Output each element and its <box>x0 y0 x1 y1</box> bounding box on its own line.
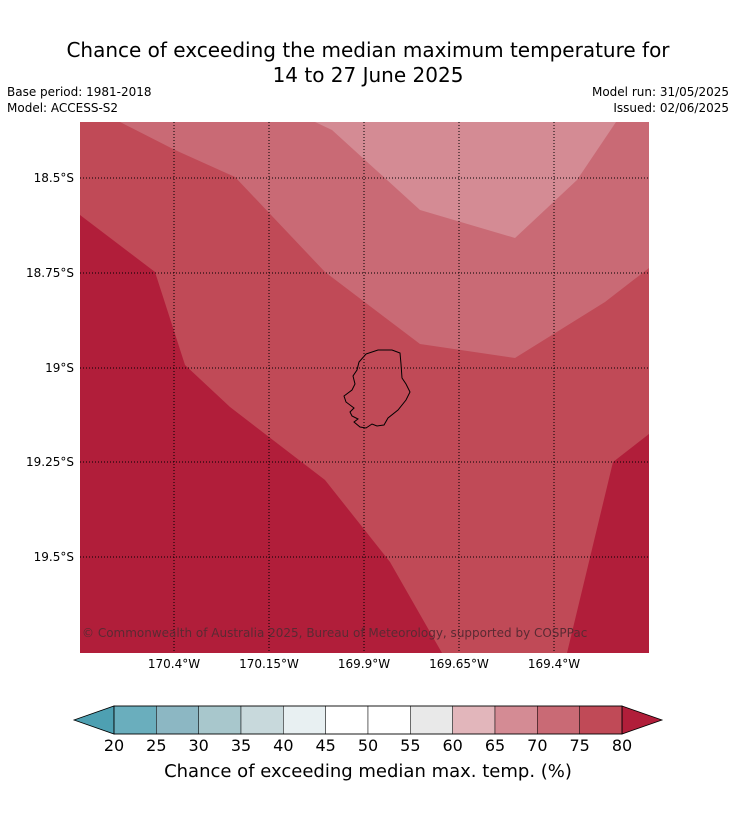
colorbar-tick-label: 45 <box>315 736 336 755</box>
colorbar-segment <box>325 705 369 735</box>
issued-date: Issued: 02/06/2025 <box>613 101 729 115</box>
model-run: Model run: 31/05/2025 <box>591 85 729 99</box>
colorbar-segment <box>494 705 538 735</box>
colorbar-segment <box>283 705 326 735</box>
colorbar-tick-label: 20 <box>103 736 125 755</box>
lon-label: 169.65°W <box>429 657 489 671</box>
model-name: Model: ACCESS-S2 <box>7 101 119 115</box>
colorbar-tick-label: 35 <box>230 736 252 755</box>
lat-label: 18.75°S <box>26 266 74 280</box>
colorbar-segment <box>367 705 411 735</box>
colorbar-tick-label: 75 <box>569 736 590 755</box>
colorbar-tick-label: 70 <box>527 736 548 755</box>
island-coastline <box>343 349 411 429</box>
colorbar-segment <box>113 705 157 735</box>
band-65-70 <box>315 122 616 238</box>
colorbar-over-triangle <box>621 705 664 735</box>
colorbar-tick-label: 30 <box>188 736 209 755</box>
colorbar-tick-label: 25 <box>146 736 167 755</box>
colorbar-under-triangle <box>72 705 115 735</box>
meta-right: Model run: 31/05/2025 Issued: 02/06/2025 <box>592 84 729 116</box>
lon-label: 170.4°W <box>147 657 201 671</box>
title-line-1: Chance of exceeding the median maximum t… <box>66 38 670 62</box>
lat-label: 19.25°S <box>26 455 74 469</box>
colorbar-tick-label: 60 <box>442 736 463 755</box>
lat-label: 19.5°S <box>33 550 74 564</box>
title-line-2: 14 to 27 June 2025 <box>272 63 464 87</box>
colorbar-tick-label: 55 <box>400 736 421 755</box>
colorbar-segment <box>240 705 284 735</box>
colorbar-outline <box>113 705 623 735</box>
colorbar-segment <box>579 705 623 735</box>
colorbar-segment <box>156 705 199 735</box>
map-svg <box>80 122 649 653</box>
colorbar-tick-label: 65 <box>484 736 506 755</box>
base-period: Base period: 1981-2018 <box>7 85 152 99</box>
graticule <box>80 122 649 653</box>
colorbar-tick-label: 50 <box>357 736 379 755</box>
colorbar-svg <box>72 705 664 735</box>
lon-label: 169.9°W <box>337 657 391 671</box>
map-title: Chance of exceeding the median maximum t… <box>0 38 736 88</box>
lon-label: 169.4°W <box>527 657 581 671</box>
lat-label: 19°S <box>45 361 74 375</box>
meta-left: Base period: 1981-2018 Model: ACCESS-S2 <box>7 84 152 116</box>
map-panel <box>80 122 649 653</box>
colorbar <box>72 702 664 738</box>
colorbar-segment <box>410 705 453 735</box>
colorbar-tick-label: 80 <box>611 736 633 755</box>
colorbar-label: Chance of exceeding median max. temp. (%… <box>164 761 572 782</box>
colorbar-tick-label: 40 <box>273 736 294 755</box>
colorbar-segment <box>198 705 242 735</box>
lat-label: 18.5°S <box>33 171 74 185</box>
colorbar-segment <box>537 705 580 735</box>
lon-label: 170.15°W <box>239 657 299 671</box>
colorbar-segment <box>452 705 496 735</box>
copyright-notice: © Commonwealth of Australia 2025, Bureau… <box>82 626 588 640</box>
